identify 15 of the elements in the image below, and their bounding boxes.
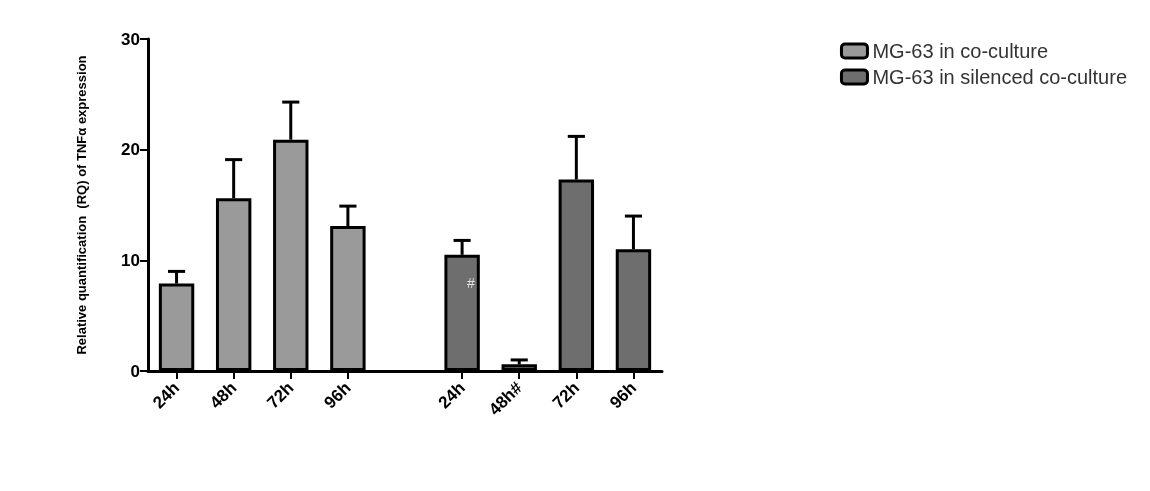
- y-tick-label: 20: [121, 140, 140, 160]
- x-tick-label: 24h: [149, 378, 184, 413]
- x-tick-label: 96h: [320, 378, 355, 413]
- y-axis-title: Relative quantification (RQ) of TNFα expression: [74, 55, 89, 355]
- y-tick-label: 10: [121, 250, 140, 270]
- annotation: #: [467, 275, 475, 291]
- legend-label: MG-63 in silenced co-culture: [872, 66, 1128, 88]
- y-tick-label: 0: [130, 361, 140, 381]
- x-tick-label: 72h: [548, 378, 584, 413]
- x-tick-label: 72h: [263, 378, 298, 413]
- x-tick-label: 96h: [606, 378, 641, 413]
- y-tick-label: 30: [121, 29, 140, 49]
- x-tick-label: 48h: [206, 378, 241, 413]
- legend-label: MG-63 in co-culture: [872, 40, 1049, 62]
- x-tick-label: 24h: [434, 378, 469, 413]
